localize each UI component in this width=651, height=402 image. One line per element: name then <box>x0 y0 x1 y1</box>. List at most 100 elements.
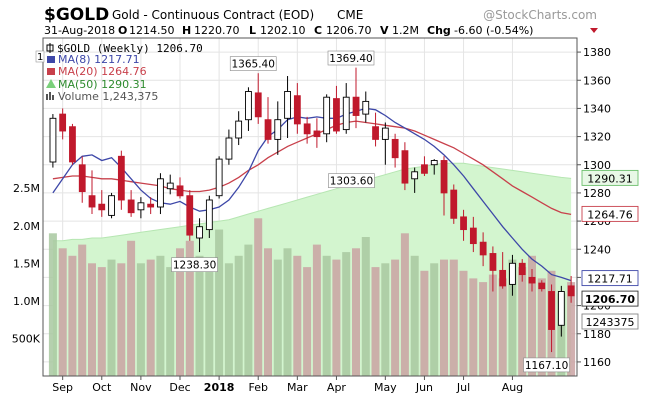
candle-body <box>518 262 526 276</box>
volume-bar <box>518 267 527 376</box>
time-axis: Sep Oct Nov Dec 2018 Feb Mar Apr May Jun Jul Aug <box>52 376 523 394</box>
volume-bar <box>224 263 233 376</box>
volume-bar <box>97 267 106 376</box>
y-tick-label: 1240 <box>583 243 611 256</box>
volume-bar <box>508 259 517 376</box>
candle-body <box>186 195 194 236</box>
candle-body <box>333 98 340 132</box>
legend-ma8: MA(8) 1217.71 <box>58 53 140 66</box>
x-tick-label: 2018 <box>204 381 235 394</box>
candle-body <box>147 203 155 208</box>
candle-body <box>88 195 96 208</box>
volume-bar <box>469 278 478 376</box>
annotation-label: 1365.40 <box>232 59 275 71</box>
right-label-box <box>581 270 639 287</box>
annotation-box <box>229 56 277 71</box>
volume-bar <box>283 248 292 376</box>
x-tick-label: Apr <box>327 381 347 394</box>
annotation-label: 1369.40 <box>329 53 372 65</box>
volume-bar <box>205 259 214 376</box>
high-label: H <box>182 24 191 37</box>
volume-bar <box>176 248 184 376</box>
change-value: -6.60 (-0.54%) <box>454 24 533 37</box>
chart-legend: 1 $GOLD (Weekly) 1206.70 MA(8) 1217.71 M… <box>35 42 203 103</box>
volume-bar <box>48 233 57 376</box>
candle-body <box>323 96 331 135</box>
y-tick-label: 1160 <box>583 356 611 369</box>
candle-body <box>225 137 233 160</box>
open-value: 1214.50 <box>129 24 175 37</box>
instrument-name: Gold - Continuous Contract (EOD) <box>112 8 314 22</box>
right-label-text: 1206.70 <box>585 293 635 306</box>
candle-body <box>499 269 507 287</box>
candle-body <box>157 178 164 208</box>
volume-bar <box>127 240 136 376</box>
volume-tick-label: 500K <box>12 332 41 345</box>
volume-bar <box>381 263 390 376</box>
legend-ma50: MA(50) 1290.31 <box>58 78 147 91</box>
volume-bar <box>537 278 546 376</box>
right-value-labels: 1290.31 1264.76 1217.71 1206.70 1243375 <box>581 169 639 330</box>
x-tick-label: Jun <box>415 381 433 394</box>
volume-bar <box>488 274 497 376</box>
candle-body <box>313 130 321 138</box>
x-tick-label: Oct <box>92 381 112 394</box>
candle-body <box>127 199 135 214</box>
candle-body <box>108 195 115 216</box>
annotation-box <box>171 257 218 272</box>
candle-body <box>372 126 379 140</box>
volume-value: 1.2M <box>392 24 419 37</box>
volume-bar <box>107 259 116 376</box>
candle-body <box>479 241 487 256</box>
volume-bar <box>332 259 341 376</box>
low-value: 1202.10 <box>260 24 306 37</box>
x-tick-label: Dec <box>169 381 190 394</box>
right-label-box <box>581 169 639 186</box>
y-tick-label: 1320 <box>583 131 611 144</box>
volume-bar <box>78 244 87 376</box>
volume-bar <box>361 237 370 376</box>
volume-bar <box>156 255 165 376</box>
volume-tick-label: 2.5M <box>13 182 40 195</box>
candle-body <box>205 199 213 231</box>
date-label: 31-Aug-2018 <box>44 24 115 37</box>
x-tick-label: May <box>374 381 397 394</box>
legend-price-box <box>35 50 45 63</box>
dropdown-arrow-icon[interactable] <box>590 28 598 33</box>
volume-bar <box>195 255 204 376</box>
volume-bar <box>420 270 429 376</box>
volume-axis: 500K 1.0M 1.5M 2.0M 2.5M <box>12 182 41 345</box>
candle-body <box>460 216 467 231</box>
plot-border <box>42 37 578 377</box>
candle-body <box>342 96 350 131</box>
volume-bar <box>449 259 458 376</box>
ma50-legend-icon <box>46 79 56 88</box>
candle-body <box>59 113 67 132</box>
legend-volume: Volume 1,243,375 <box>58 90 158 103</box>
price-annotations: 1365.40 1369.40 1303.60 1238.30 1167.10 <box>171 50 570 373</box>
volume-label: V <box>380 24 389 37</box>
volume-bar <box>264 248 272 376</box>
candle-body <box>411 171 419 180</box>
candle-body <box>245 91 252 121</box>
candle-body <box>303 123 311 135</box>
candle-body <box>469 227 477 245</box>
open-label: O <box>118 24 127 37</box>
x-tick-label: Nov <box>130 381 152 394</box>
volume-bar <box>117 263 126 376</box>
candle-body <box>421 164 428 174</box>
candle-body <box>284 91 291 119</box>
volume-bar <box>430 263 439 376</box>
right-label-text: 1290.31 <box>587 172 633 185</box>
candle-body <box>274 119 282 140</box>
candle-body <box>440 160 448 194</box>
candle-body <box>117 155 125 201</box>
candlesticks <box>49 67 575 353</box>
volume-legend-icon <box>46 92 54 100</box>
exchange-label: CME <box>337 8 363 22</box>
candle-body <box>381 127 389 140</box>
ma20-line <box>52 120 572 216</box>
volume-bar <box>312 244 321 376</box>
volume-bar <box>136 263 145 376</box>
